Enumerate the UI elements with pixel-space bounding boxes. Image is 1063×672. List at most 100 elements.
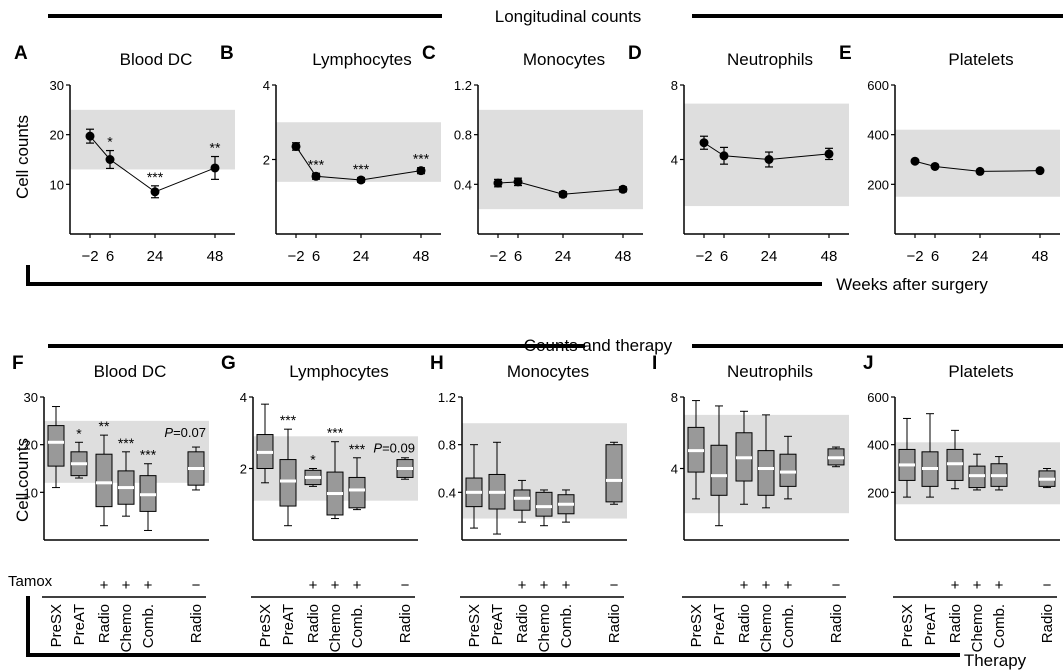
category-label: Radio <box>1039 604 1056 643</box>
tamox-mark: + <box>309 577 318 594</box>
data-point <box>975 166 985 176</box>
x-tick-label: 24 <box>972 248 989 265</box>
significance-mark: *** <box>280 412 297 428</box>
panel-G: 2 4 G Lymphocytes PreSX *** PreAT * + Radio *** + Ch… <box>221 353 418 652</box>
panel-J: 200 400 600 J Platelets PreSX PreAT + Radio + Chem… <box>863 353 1060 652</box>
x-tick-label: −2 <box>695 248 712 265</box>
tamox-mark: + <box>100 577 109 594</box>
panel-title: Monocytes <box>523 50 605 69</box>
tamox-label: Tamox <box>8 573 53 590</box>
panel-H: 0.4 0.8 1.2 H Monocytes PreSX PreAT + Radio + Chem… <box>430 353 627 652</box>
data-point <box>150 187 160 197</box>
significance-mark: *** <box>413 151 430 167</box>
x-tick-label: 6 <box>720 248 728 265</box>
x-tick-label: 48 <box>1032 248 1049 265</box>
box <box>710 444 728 496</box>
x-tick-label: 6 <box>514 248 522 265</box>
panel-E: 200 400 600 E Platelets −2 6 24 48 <box>839 43 1060 265</box>
category-label: Chemo <box>758 604 775 652</box>
tamox-mark: + <box>540 577 549 594</box>
significance-mark: ** <box>99 418 110 434</box>
y-tick-label: 600 <box>867 390 889 405</box>
panel-letter: E <box>839 43 852 64</box>
box <box>348 476 366 509</box>
tamox-mark: + <box>562 577 571 594</box>
category-label: PreAT <box>280 604 297 645</box>
panel-letter: H <box>430 353 444 374</box>
data-point <box>493 178 503 188</box>
p-value: P=0.07 <box>164 425 206 440</box>
panel-title: Neutrophils <box>727 362 813 381</box>
data-point <box>910 156 920 166</box>
y-tick-label: 30 <box>24 390 38 405</box>
therapy-bracket <box>26 596 960 657</box>
tamox-mark: + <box>518 577 527 594</box>
data-point <box>210 163 220 173</box>
y-tick-label: 4 <box>263 78 270 93</box>
data-point <box>356 175 366 185</box>
x-tick-label: 24 <box>353 248 370 265</box>
y-tick-label: 8 <box>671 390 678 405</box>
category-label: Chemo <box>969 604 986 652</box>
x-tick-label: −2 <box>906 248 923 265</box>
category-label: PreSX <box>48 604 65 647</box>
category-label: PreSX <box>899 604 916 647</box>
tamox-mark: + <box>973 577 982 594</box>
y-tick-label: 2 <box>263 153 270 168</box>
box <box>47 425 65 467</box>
p-value-symbol: P <box>373 440 382 455</box>
significance-mark: *** <box>140 447 157 463</box>
y-tick-label: 400 <box>867 438 889 453</box>
tamox-mark: + <box>784 577 793 594</box>
y-axis-label-top: Cell counts <box>13 115 32 199</box>
x-tick-label: 24 <box>147 248 164 265</box>
y-tick-label: 10 <box>50 177 64 192</box>
panel-title: Platelets <box>948 362 1013 381</box>
category-label: Radio <box>514 604 531 643</box>
data-point <box>618 184 628 194</box>
data-point <box>105 155 115 164</box>
data-point <box>513 177 523 187</box>
data-point <box>558 189 568 199</box>
category-label: Radio <box>96 604 113 643</box>
panel-letter: B <box>220 43 234 64</box>
category-label: PreSX <box>466 604 483 647</box>
weeks-bracket <box>26 265 822 286</box>
significance-mark: * <box>107 134 113 150</box>
x-tick-label: 6 <box>312 248 320 265</box>
box <box>605 444 623 503</box>
y-tick-label: 0.4 <box>438 485 456 500</box>
data-point <box>764 155 774 164</box>
y-tick-label: 0.8 <box>438 438 456 453</box>
section-title-longitudinal: Longitudinal counts <box>495 7 642 26</box>
y-tick-label: 20 <box>50 128 64 143</box>
box <box>279 459 297 507</box>
panel-title: Monocytes <box>507 362 589 381</box>
x-tick-label: −2 <box>287 248 304 265</box>
panel-title: Neutrophils <box>727 50 813 69</box>
significance-mark: * <box>76 425 82 441</box>
category-label: Radio <box>188 604 205 643</box>
category-label: Radio <box>828 604 845 643</box>
significance-mark: ** <box>210 140 221 156</box>
tamox-mark: − <box>1043 577 1052 594</box>
panel-letter: J <box>863 353 874 374</box>
series-line <box>89 135 216 193</box>
series-line <box>703 142 830 161</box>
significance-mark: *** <box>118 435 135 451</box>
panel-D: 48D Neutrophils−2 6 24 48 <box>628 43 849 265</box>
panel-title: Lymphocytes <box>289 362 389 381</box>
y-tick-label: 30 <box>50 78 64 93</box>
x-tick-label: 48 <box>413 248 430 265</box>
y-tick-label: 200 <box>867 177 889 192</box>
category-label: PreAT <box>922 604 939 645</box>
significance-mark: *** <box>147 169 164 185</box>
tamox-mark: − <box>610 577 619 594</box>
tamox-mark: − <box>832 577 841 594</box>
tamox-mark: + <box>144 577 153 594</box>
tamox-mark: + <box>995 577 1004 594</box>
y-tick-label: 200 <box>867 485 889 500</box>
y-tick-label: 400 <box>867 128 889 143</box>
